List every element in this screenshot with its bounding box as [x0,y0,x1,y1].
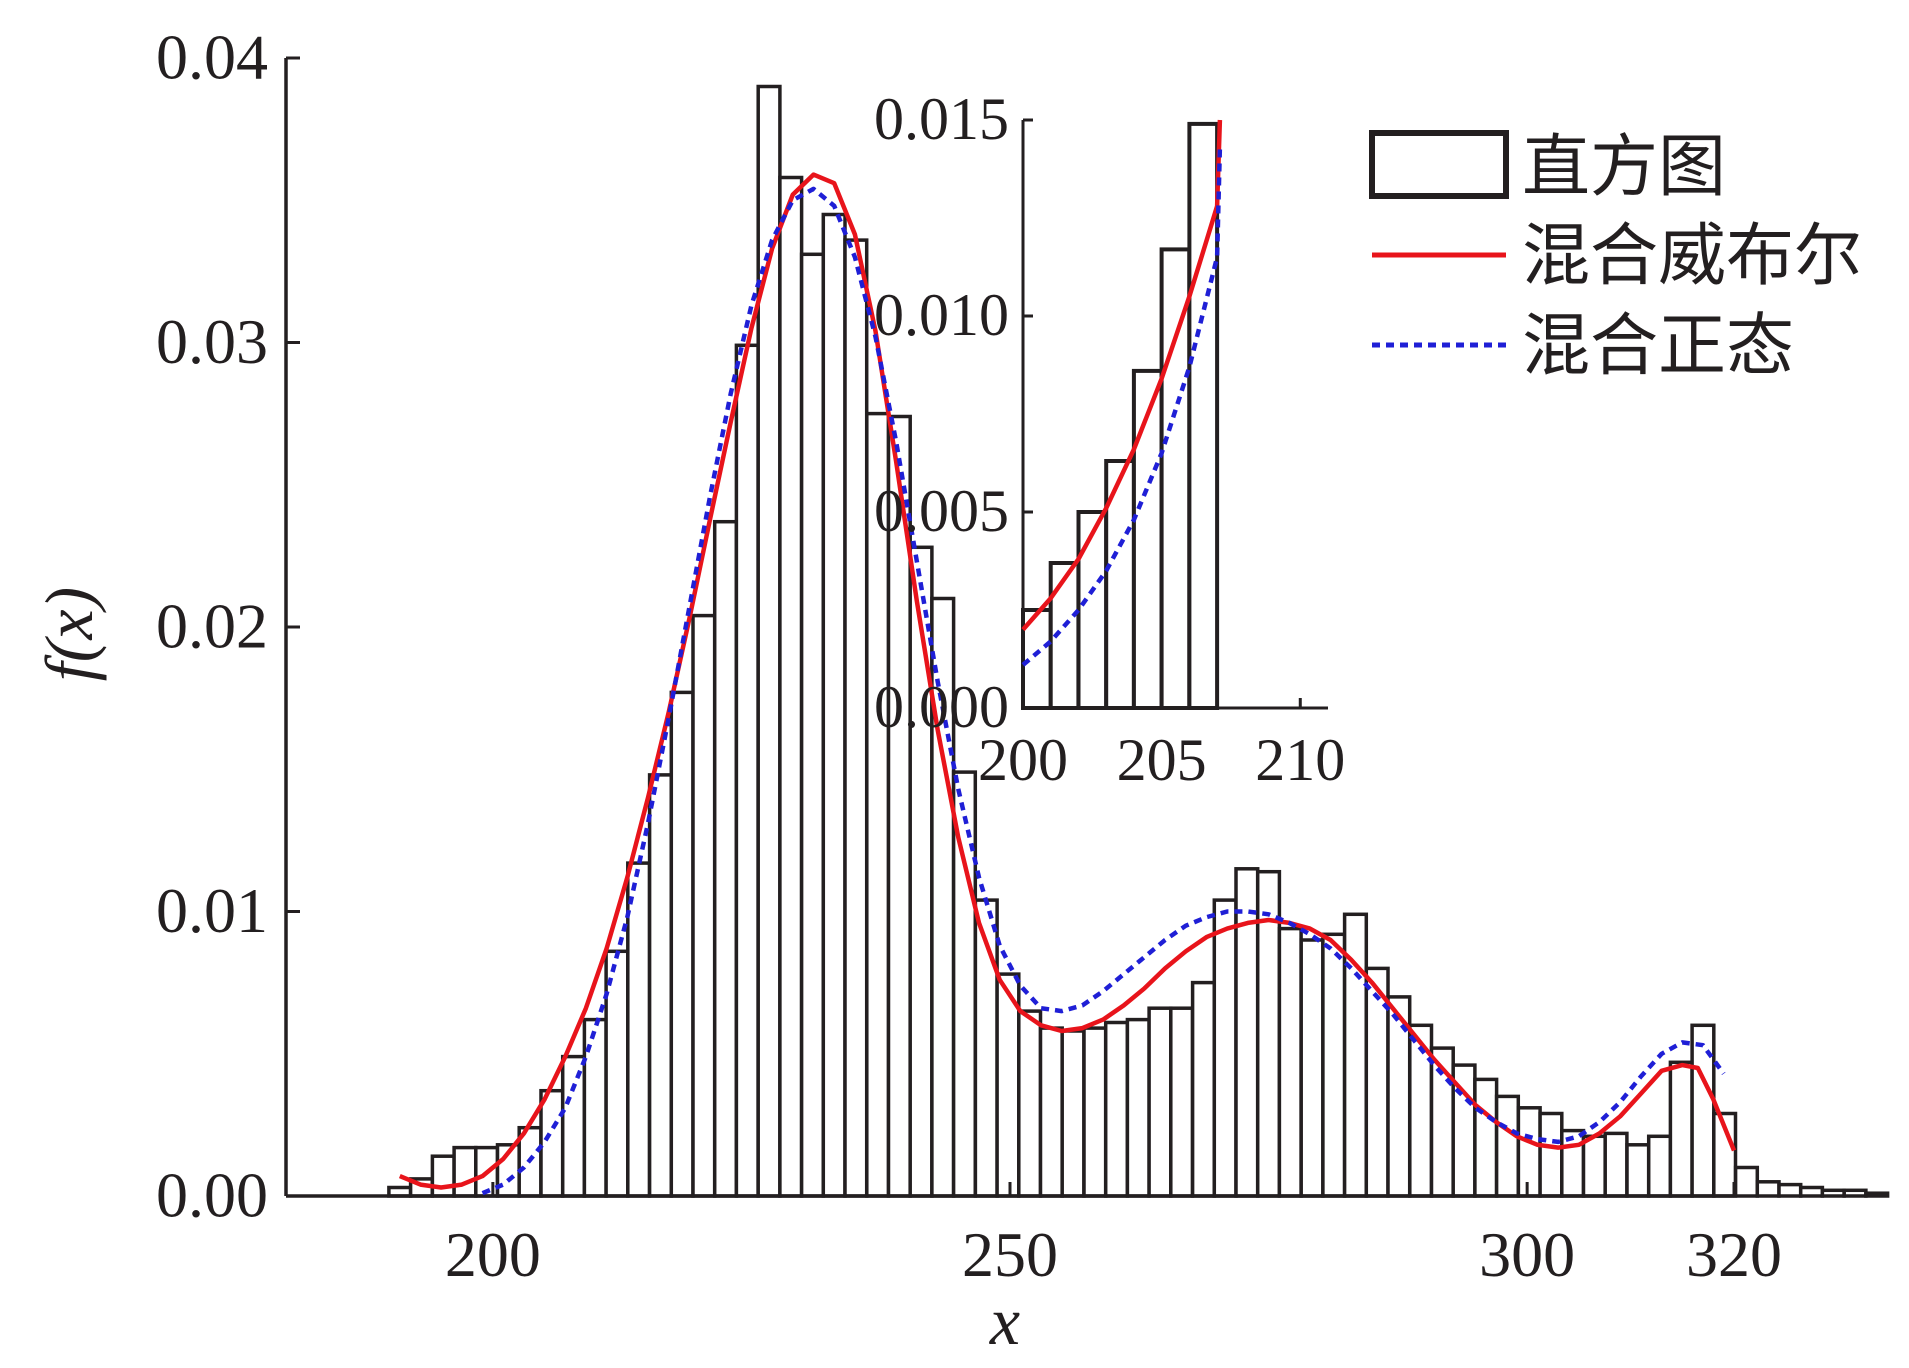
main-plot: 0.00 0.01 0.02 0.03 0.04 200 250 300 320 x f(x) [31,21,1890,1359]
legend-normal-label: 混合正态 [1522,307,1794,386]
main-histogram-bar [908,545,934,1198]
main-histogram-bar [821,212,847,1198]
x-axis-title: x [989,1283,1020,1359]
main-histogram-bar [843,238,869,1198]
main-histogram-bar [1277,926,1303,1198]
main-histogram-bar [799,252,826,1198]
main-histogram-bar [1798,1185,1825,1198]
inset-y-tick-label: 0.000 [874,674,1009,740]
main-histogram-bar [1755,1180,1781,1198]
main-y-tick-label: 0.03 [156,306,268,377]
main-histogram-bar [1603,1131,1629,1198]
main-y-tick-label: 0.04 [156,21,268,92]
y-axis-title: f(x) [31,587,107,681]
main-histogram-bar [452,1145,478,1198]
main-histogram-bar [712,519,739,1198]
main-histogram-bar [539,1088,565,1198]
main-histogram-bar [1777,1182,1803,1198]
inset-histogram-bar [1076,510,1109,710]
main-histogram-bar [604,949,630,1198]
inset-x-tick-label: 210 [1255,727,1345,793]
main-histogram-bar [1212,898,1238,1198]
main-histogram-bar [1060,1029,1086,1198]
main-histogram-bar [691,613,717,1198]
main-histogram-bar [1125,1017,1151,1198]
main-histogram-bar [1038,1026,1064,1198]
main-histogram-bar [1082,1026,1108,1198]
main-y-tick-label: 0.00 [156,1159,268,1230]
main-histogram-bar [1321,932,1347,1198]
inset-histogram-bar [1159,247,1192,710]
legend-histogram-label: 直方图 [1522,128,1726,207]
main-histogram-bar [1581,1134,1607,1198]
inset-plot: 0.000 0.005 0.010 0.015 200 205 210 [874,86,1345,793]
main-histogram-bar [1103,1020,1130,1198]
main-histogram-bar [430,1154,456,1198]
main-histogram-bar [734,343,760,1198]
main-x-tick-label: 200 [445,1219,541,1290]
main-histogram-bar [1864,1191,1890,1198]
main-histogram-bar [1733,1165,1760,1198]
main-histogram-bar [1017,1009,1043,1198]
main-histogram-bar [1560,1128,1586,1198]
inset-y-tick-label: 0.005 [874,478,1009,544]
main-histogram-bar [1516,1106,1542,1198]
main-histogram-bar [1646,1134,1673,1198]
main-histogram-bar [647,773,674,1198]
main-histogram-bar [1690,1023,1716,1198]
inset-y-tick-label: 0.010 [874,282,1009,348]
inset-weibull-curve [1021,119,1223,632]
main-x-tick-label: 300 [1479,1219,1575,1290]
main-y-tick-label: 0.02 [156,590,268,661]
main-histogram-bar [1234,867,1260,1198]
main-x-tick-label: 250 [962,1219,1058,1290]
main-histogram-bar [1538,1111,1564,1198]
main-histogram-bar [1820,1188,1846,1198]
main-y-tick-label: 0.01 [156,875,268,946]
main-histogram-bar [1494,1094,1521,1198]
inset-x-tick-label: 200 [978,727,1068,793]
inset-histogram-bar [1187,121,1220,710]
main-x-tick-label: 320 [1686,1219,1782,1290]
main-histogram-bar [1169,1006,1195,1198]
main-histogram-bar [560,1054,587,1198]
main-histogram-bar [1364,966,1390,1198]
main-histogram-bar [1625,1143,1651,1198]
main-normal-curve [481,186,1726,1196]
inset-histogram-bar [1131,368,1164,710]
main-histogram-bar [669,690,695,1198]
legend-histogram-swatch [1369,130,1509,199]
inset-normal-curve [1021,147,1223,667]
main-weibull-curve [398,172,1737,1190]
main-histogram-bar [778,175,804,1198]
main-histogram-bar [1190,980,1217,1198]
legend-weibull-label: 混合威布尔 [1522,217,1862,296]
main-histogram-bar [1299,938,1325,1198]
main-histogram-bar [1147,1006,1173,1198]
inset-x-tick-label: 205 [1117,727,1207,793]
main-histogram-bar [1473,1077,1499,1198]
main-histogram-bar [1842,1188,1868,1198]
inset-y-tick-label: 0.015 [874,86,1009,152]
main-histogram-bar [1668,1060,1694,1198]
main-histogram-bar [626,861,652,1198]
legend: 直方图 混合威布尔 混合正态 [1369,128,1862,386]
